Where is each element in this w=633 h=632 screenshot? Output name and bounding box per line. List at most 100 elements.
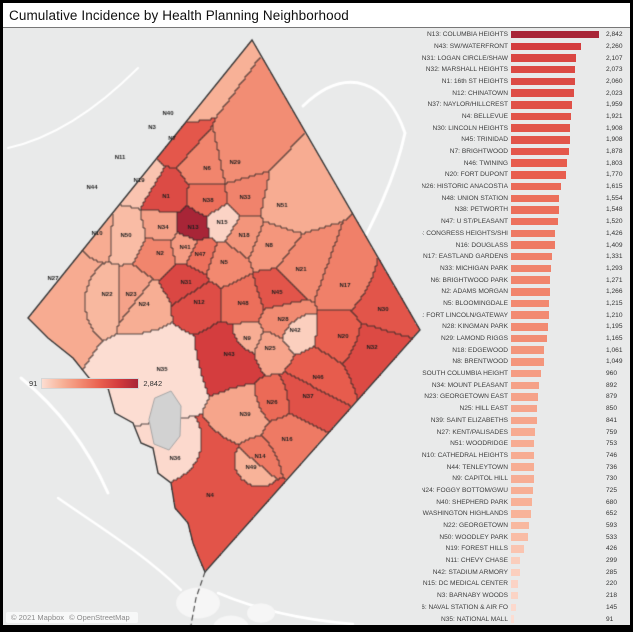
osm-attribution-link[interactable]: © OpenStreetMap xyxy=(69,613,130,622)
bar[interactable] xyxy=(511,65,576,74)
bar-row: N43: SW/WATERFRONT 2,260 xyxy=(422,41,628,52)
bar-label: N37: NAYLOR/HILLCREST xyxy=(427,101,509,109)
bar[interactable] xyxy=(511,42,581,51)
bar-value: 1,049 xyxy=(606,358,623,366)
bar[interactable] xyxy=(511,451,535,460)
bar-label: N3: BARNABY WOODS xyxy=(437,592,508,600)
bar[interactable] xyxy=(511,416,537,425)
bar-value: 1,165 xyxy=(606,335,623,343)
bar-track xyxy=(511,475,603,483)
bar[interactable] xyxy=(511,369,541,378)
bar[interactable] xyxy=(511,89,574,97)
bar[interactable] xyxy=(511,475,534,483)
bar-row: N29: LAMOND RIGGS 1,165 xyxy=(422,333,628,344)
bar[interactable] xyxy=(511,615,514,623)
bar-value: 2,107 xyxy=(606,54,623,62)
bar-track xyxy=(511,276,603,284)
bar-label: N19: FOREST HILLS xyxy=(445,545,508,553)
bar[interactable] xyxy=(511,194,560,203)
bar-row: N1: 16th ST HEIGHTS 2,060 xyxy=(422,76,628,87)
bar-row: N44: TENLEYTOWN 736 xyxy=(422,461,628,472)
bar[interactable] xyxy=(511,393,539,401)
bar-row: N37: NAYLOR/HILLCREST 1,959 xyxy=(422,99,628,110)
bar-track xyxy=(511,591,603,600)
bar[interactable] xyxy=(511,439,535,448)
bar[interactable] xyxy=(511,346,544,354)
bar[interactable] xyxy=(511,182,561,191)
bar-track xyxy=(511,603,603,612)
bar[interactable] xyxy=(511,147,570,156)
bar-label: N45: TRINIDAD xyxy=(461,136,508,144)
bar[interactable] xyxy=(511,568,520,577)
bar[interactable] xyxy=(511,334,548,343)
bar[interactable] xyxy=(511,533,528,541)
bar-label: N44: TENLEYTOWN xyxy=(446,463,508,471)
bar-track xyxy=(511,65,603,74)
bar-value: 1,959 xyxy=(606,101,623,109)
bar[interactable] xyxy=(511,545,525,553)
bar[interactable] xyxy=(511,486,534,495)
bar[interactable] xyxy=(511,299,549,308)
bar-label: N13: COLUMBIA HEIGHTS xyxy=(427,31,508,39)
bar-chart: N13: COLUMBIA HEIGHTS 2,842 N43: SW/WATERF… xyxy=(422,29,628,625)
bar-value: 593 xyxy=(606,522,618,530)
bar-track xyxy=(511,393,603,401)
bar[interactable] xyxy=(511,241,555,249)
bar-track xyxy=(511,101,603,109)
bar[interactable] xyxy=(511,323,548,331)
bar-value: 725 xyxy=(606,486,618,494)
bar[interactable] xyxy=(511,112,571,121)
bar[interactable] xyxy=(511,404,538,413)
bar[interactable] xyxy=(511,229,556,238)
bar-track xyxy=(511,334,603,343)
bar-row: N19: FOREST HILLS 426 xyxy=(422,543,628,554)
bar[interactable] xyxy=(511,580,518,588)
bar-value: 1,908 xyxy=(606,136,623,144)
bar-row: N28: KINGMAN PARK 1,195 xyxy=(422,321,628,332)
bar[interactable] xyxy=(511,276,551,284)
bar-value: 2,260 xyxy=(606,42,623,50)
bar[interactable] xyxy=(511,498,533,506)
bar-row: N31: LOGAN CIRCLE/SHAW 2,107 xyxy=(422,52,628,63)
bar[interactable] xyxy=(511,30,599,39)
bar-label: N43: SW/WATERFRONT xyxy=(434,42,508,50)
bar-value: 1,803 xyxy=(606,159,623,167)
bar-value: 2,842 xyxy=(606,31,623,39)
bar-row: N25: HILL EAST 850 xyxy=(422,403,628,414)
bar-row: N33: MICHIGAN PARK 1,293 xyxy=(422,263,628,274)
bar[interactable] xyxy=(511,264,551,273)
bar-value: 1,878 xyxy=(606,148,623,156)
bar[interactable] xyxy=(511,54,577,62)
mapbox-attribution-link[interactable]: © 2021 Mapbox xyxy=(11,613,65,622)
bar[interactable] xyxy=(511,124,571,132)
bar[interactable] xyxy=(511,171,566,179)
bar-label: N23: GEORGETOWN EAST xyxy=(424,393,508,401)
bar[interactable] xyxy=(511,206,559,214)
bar[interactable] xyxy=(511,428,535,436)
bar-value: 1,293 xyxy=(606,264,623,272)
bar[interactable] xyxy=(511,288,551,296)
bar[interactable] xyxy=(511,159,567,167)
bar[interactable] xyxy=(511,136,571,144)
bar[interactable] xyxy=(511,101,572,109)
bar-track xyxy=(511,439,603,448)
bar-row: N47: U ST/PLEASANT 1,520 xyxy=(422,216,628,227)
bar[interactable] xyxy=(511,521,530,530)
bar[interactable] xyxy=(511,381,539,390)
bar[interactable] xyxy=(511,463,534,471)
bar[interactable] xyxy=(511,556,521,565)
bar[interactable] xyxy=(511,77,575,86)
bar-value: 1,271 xyxy=(606,276,623,284)
bar[interactable] xyxy=(511,358,544,366)
dashboard: Cumulative Incidence by Health Planning … xyxy=(3,3,630,625)
bar[interactable] xyxy=(511,217,559,226)
bar[interactable] xyxy=(511,311,549,319)
bar[interactable] xyxy=(511,603,516,612)
bar-row: N35: NATIONAL MALL 91 xyxy=(422,613,628,624)
bar[interactable] xyxy=(511,591,518,600)
bar-value: 680 xyxy=(606,498,618,506)
bar[interactable] xyxy=(511,252,553,261)
bar-track xyxy=(511,451,603,460)
bar-label: N49: WASHINGTON HIGHLANDS xyxy=(422,510,508,518)
bar[interactable] xyxy=(511,510,532,518)
